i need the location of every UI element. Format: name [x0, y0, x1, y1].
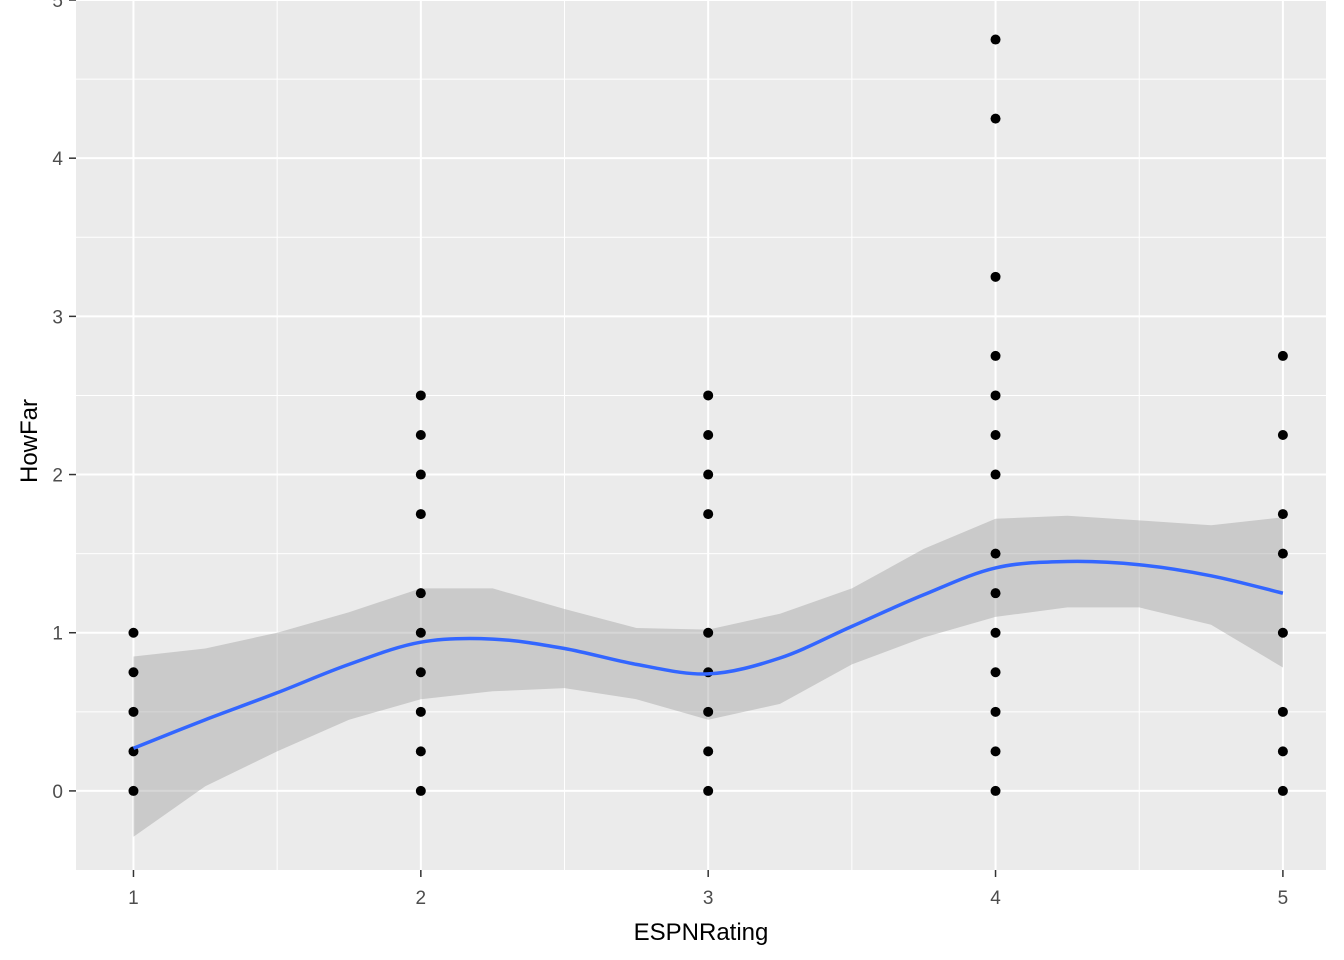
- minor-gridlines: [76, 0, 1326, 870]
- x-tick-label: 1: [128, 888, 139, 909]
- data-point: [128, 667, 139, 678]
- data-point: [415, 430, 426, 440]
- data-point: [990, 667, 1001, 678]
- data-points: [128, 34, 1288, 796]
- data-point: [703, 785, 714, 796]
- data-point: [415, 667, 426, 678]
- y-tick-label: 4: [52, 149, 63, 170]
- data-point: [990, 706, 1001, 717]
- data-point: [128, 785, 139, 796]
- data-point: [990, 34, 1001, 45]
- x-tick-label: 5: [1278, 888, 1289, 909]
- y-tick-label: 1: [52, 624, 63, 645]
- data-point: [703, 469, 714, 480]
- data-point: [703, 706, 714, 717]
- data-point: [703, 627, 714, 638]
- data-point: [415, 390, 426, 401]
- data-point: [415, 746, 426, 757]
- data-point: [703, 509, 714, 520]
- data-point: [415, 469, 426, 480]
- data-point: [1277, 548, 1288, 559]
- x-tick-label: 4: [990, 888, 1001, 909]
- data-point: [990, 746, 1001, 757]
- data-point: [415, 588, 426, 599]
- data-point: [990, 350, 1001, 361]
- data-point: [1277, 746, 1288, 757]
- y-tick-label: 3: [52, 307, 63, 328]
- data-point: [415, 706, 426, 717]
- data-point: [128, 627, 139, 638]
- data-point: [1277, 350, 1288, 361]
- data-point: [990, 271, 1001, 282]
- data-point: [128, 706, 139, 717]
- data-point: [415, 509, 426, 520]
- data-point: [1277, 627, 1288, 638]
- data-point: [1277, 785, 1288, 796]
- data-point: [703, 390, 714, 401]
- data-point: [703, 746, 714, 757]
- data-point: [990, 627, 1001, 638]
- data-point: [1277, 706, 1288, 717]
- y-tick-label: 5: [52, 0, 63, 12]
- plot-panel: [76, 0, 1326, 870]
- data-point: [990, 785, 1001, 796]
- y-tick-label: 0: [52, 782, 63, 803]
- y-tick-label: 2: [52, 466, 63, 487]
- data-point: [703, 430, 714, 440]
- data-point: [990, 588, 1001, 599]
- data-point: [415, 785, 426, 796]
- data-point: [990, 469, 1001, 480]
- data-point: [990, 430, 1001, 440]
- x-tick-label: 3: [703, 888, 714, 909]
- data-point: [990, 390, 1001, 401]
- data-point: [415, 627, 426, 638]
- y-axis-title: HowFar: [16, 399, 43, 483]
- smooth-line: [132, 559, 1284, 750]
- x-tick-label: 2: [416, 888, 427, 909]
- y-axis: 0 1 2 3 4 5: [52, 0, 76, 803]
- data-point: [990, 548, 1001, 559]
- data-point: [1277, 509, 1288, 520]
- data-point: [1277, 430, 1288, 440]
- x-axis: 1 2 3 4 5: [128, 870, 1288, 909]
- x-axis-title: ESPNRating: [634, 919, 769, 946]
- data-point: [990, 113, 1001, 124]
